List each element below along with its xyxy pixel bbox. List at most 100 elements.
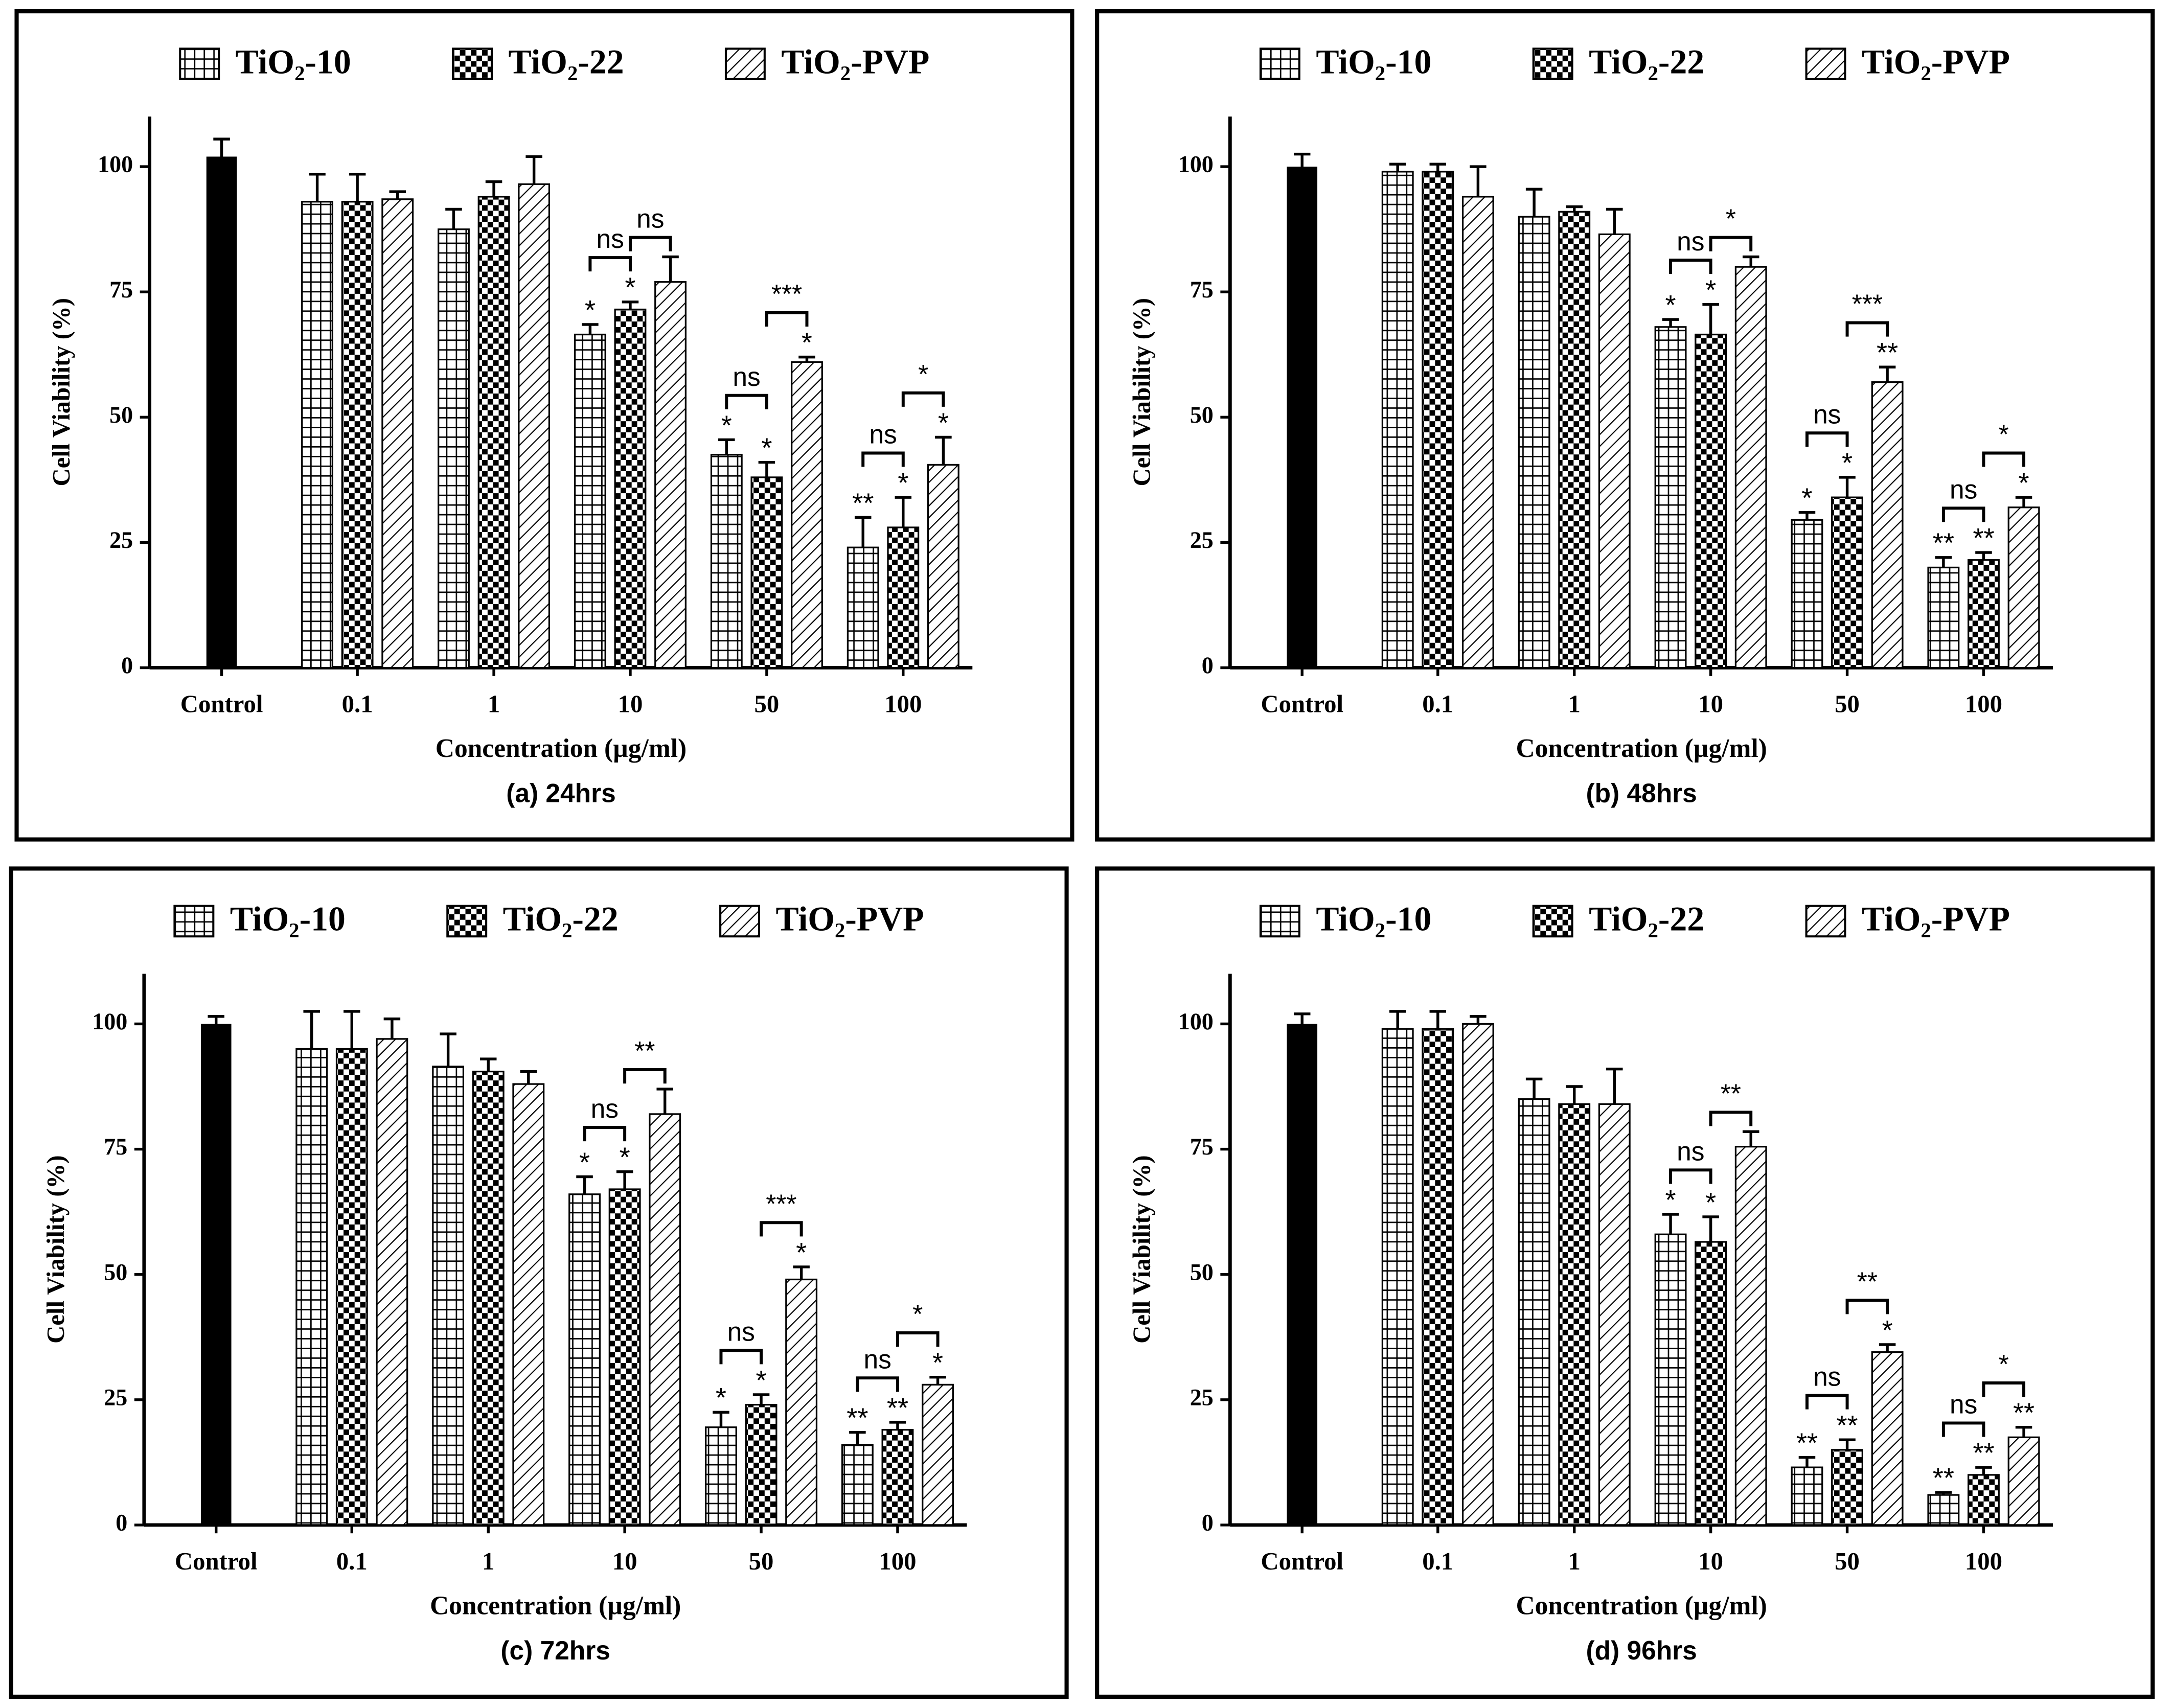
bar <box>710 454 743 669</box>
significance-label: ** <box>1877 337 1898 368</box>
error-bar <box>1566 1085 1583 1104</box>
bar <box>200 1024 232 1525</box>
bar <box>1461 196 1494 669</box>
x-tick-label: Control <box>175 1548 258 1575</box>
x-tick-label: 0.1 <box>342 690 373 718</box>
x-tick-label: 10 <box>1698 690 1723 718</box>
bar <box>649 1113 681 1526</box>
x-tick-label: 10 <box>612 1548 637 1575</box>
x-tick-label: 1 <box>488 690 500 718</box>
x-tick-label: 50 <box>1835 690 1860 718</box>
x-axis-label: Concentration (µg/ml) <box>430 1591 681 1620</box>
bar <box>1871 1351 1904 1526</box>
bar <box>341 201 374 669</box>
y-tick-label: 25 <box>1190 1384 1214 1410</box>
y-tick-label: 100 <box>1178 151 1214 177</box>
legend-swatch <box>724 48 766 80</box>
error-bar <box>752 1393 770 1405</box>
x-tick-label: 50 <box>755 690 780 718</box>
x-tick-label: 100 <box>1965 1548 2002 1575</box>
x-tick-label: 0.1 <box>336 1548 368 1575</box>
legend-label: TiO₂-PVP <box>1862 900 2010 938</box>
y-tick-label: 75 <box>104 1134 127 1160</box>
panel-border <box>1095 9 2155 842</box>
legend-label: TiO₂-22 <box>1589 42 1704 81</box>
comparison-bracket <box>623 1068 667 1084</box>
bar <box>1654 1233 1687 1526</box>
error-bar <box>520 1070 537 1084</box>
legend-label: TiO₂-10 <box>230 900 346 938</box>
error-bar <box>758 460 775 477</box>
error-bar <box>344 1010 360 1049</box>
x-tick-label: Control <box>1261 690 1343 718</box>
x-tick-label: Control <box>1261 1548 1343 1575</box>
error-bar <box>929 1375 946 1385</box>
significance-label: * <box>721 410 732 441</box>
error-bar <box>349 173 366 202</box>
y-tick-label: 0 <box>1202 652 1214 678</box>
x-tick-label: 1 <box>1568 690 1581 718</box>
bar <box>1734 266 1767 669</box>
error-bar <box>1429 163 1447 172</box>
significance-label: * <box>756 1365 767 1396</box>
error-bar <box>1606 207 1623 235</box>
comparison-bracket <box>583 1125 627 1142</box>
comparison-bracket <box>1669 1168 1712 1184</box>
error-bar <box>1839 476 1856 498</box>
bar <box>1461 1023 1494 1526</box>
error-bar <box>2015 1426 2032 1438</box>
comparison-label: ns <box>869 420 897 449</box>
bar <box>1422 171 1454 669</box>
error-bar <box>389 190 406 199</box>
bar <box>376 1038 408 1526</box>
error-bar <box>1389 1010 1406 1029</box>
error-bar <box>1525 1077 1543 1099</box>
legend-label: TiO₂-10 <box>236 42 351 81</box>
bar <box>608 1188 641 1526</box>
significance-label: * <box>625 272 635 303</box>
legend-label: TiO₂-22 <box>509 42 624 81</box>
y-tick-label: 25 <box>104 1384 127 1410</box>
y-axis-label: Cell Viability (%) <box>1128 298 1156 486</box>
bar <box>705 1426 737 1526</box>
bar <box>791 361 823 669</box>
y-tick-label: 25 <box>109 527 133 553</box>
bar <box>1287 167 1318 668</box>
legend-swatch <box>1805 905 1846 938</box>
significance-label: * <box>761 432 772 463</box>
bar <box>472 1070 505 1526</box>
bar <box>2007 506 2040 669</box>
comparison-label: *** <box>766 1189 796 1218</box>
error-bar <box>1702 303 1719 335</box>
y-tick-label: 50 <box>1190 402 1214 428</box>
y-tick-label: 0 <box>1202 1509 1214 1535</box>
bar <box>750 476 783 669</box>
significance-label: * <box>1665 1185 1676 1215</box>
y-tick-label: 50 <box>1190 1259 1214 1285</box>
y-tick-label: 75 <box>109 276 133 303</box>
significance-label: * <box>579 1147 590 1178</box>
comparison-bracket <box>628 236 672 251</box>
comparison-label: ns <box>733 362 760 391</box>
caption: (b) 48hrs <box>1586 778 1697 807</box>
legend-label: TiO₂-PVP <box>781 42 929 81</box>
x-tick-label: 10 <box>618 690 643 718</box>
bar <box>1381 171 1414 669</box>
error-bar <box>1742 1130 1759 1147</box>
comparison-label: ** <box>634 1036 655 1066</box>
bar <box>295 1048 328 1526</box>
significance-label: * <box>1882 1315 1893 1346</box>
y-tick-label: 0 <box>121 652 133 678</box>
bar <box>512 1083 545 1526</box>
significance-label: ** <box>1973 523 1994 553</box>
y-axis-label: Cell Viability (%) <box>48 298 75 486</box>
error-bar <box>582 323 599 335</box>
error-bar <box>309 173 326 202</box>
error-bar <box>1879 1343 1896 1352</box>
legend-swatch <box>1259 905 1300 938</box>
comparison-label: ns <box>1950 1390 1977 1419</box>
bar <box>841 1444 874 1526</box>
comparison-label: *** <box>1852 289 1883 319</box>
bar <box>1381 1028 1414 1526</box>
